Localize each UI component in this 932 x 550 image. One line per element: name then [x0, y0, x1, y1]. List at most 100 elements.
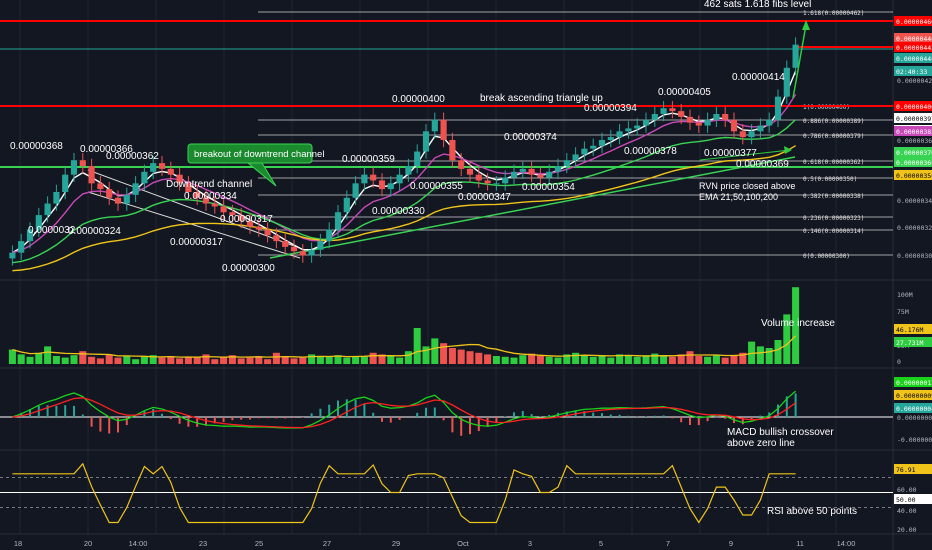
macd-histogram-bar: [222, 417, 225, 423]
candle-body: [53, 192, 60, 204]
volume-bar: [211, 359, 219, 364]
candle-body: [528, 168, 535, 175]
macd-histogram-bar: [794, 393, 797, 417]
candle-body: [79, 160, 86, 166]
volume-bar: [290, 358, 298, 364]
macd-histogram-bar: [161, 413, 163, 417]
candle-body: [167, 168, 174, 175]
volume-bar: [26, 356, 34, 364]
macd-indicator[interactable]: [0, 390, 893, 436]
price-tag-bg: [894, 42, 932, 52]
time-axis-label: 7: [666, 539, 670, 548]
volume-bar: [52, 356, 60, 364]
macd-tag-bg: [894, 377, 932, 387]
fib-label: 0(0.00000300): [803, 253, 850, 260]
price-tag: 0.00000385: [896, 128, 932, 136]
ema-100-line: [12, 119, 797, 264]
volume-bar: [580, 355, 588, 364]
rsi-tag-bg: [894, 464, 932, 474]
candle-body: [502, 177, 509, 184]
candle-body: [484, 180, 491, 184]
price-point-label: 0.00000366: [80, 144, 133, 155]
breakout-callout[interactable]: breakout of downtrend channel: [187, 143, 324, 187]
volume-bar: [774, 340, 782, 364]
macd-histogram-bar: [46, 405, 49, 417]
candle-body: [616, 131, 623, 138]
candle-body: [255, 226, 262, 230]
macd-histogram-bar: [64, 405, 67, 417]
price-tag-bg: [894, 170, 932, 180]
fib-label: 0.886(0.00000389): [803, 118, 864, 125]
candle-body: [792, 44, 799, 68]
candle-body: [308, 249, 315, 256]
downtrend-label: Downtrend channel: [166, 179, 252, 190]
candle-body: [334, 212, 342, 230]
red-resistance-levels[interactable]: [0, 20, 893, 168]
candle-body: [387, 183, 394, 190]
price-point-label: 0.00000377: [704, 148, 757, 159]
rsi-axis-tick: 20.00: [897, 526, 917, 534]
macd-histogram-bar: [354, 399, 357, 417]
candle-body: [660, 108, 667, 114]
volume-bar: [334, 355, 342, 364]
macd-histogram-bar: [81, 414, 84, 417]
macd-label-2: above zero line: [727, 438, 795, 449]
candle-body: [132, 183, 139, 195]
volume-bar: [563, 354, 571, 364]
candle-body: [422, 131, 430, 152]
candle-body: [70, 160, 78, 175]
macd-histogram-bar: [169, 417, 172, 420]
macd-histogram-bar: [205, 417, 207, 426]
volume-bar: [668, 356, 676, 364]
macd-histogram-bar: [592, 412, 595, 417]
volume-bar: [510, 357, 518, 364]
macd-histogram-bar: [768, 412, 771, 417]
trendlines[interactable]: [87, 156, 796, 259]
volume-bar: [308, 354, 316, 364]
price-candles[interactable]: [9, 37, 799, 266]
candle-body: [607, 137, 614, 140]
candle-body: [722, 114, 729, 120]
volume-bar: [228, 355, 236, 364]
volume-bar: [105, 354, 113, 364]
candle-body: [343, 197, 350, 213]
fibonacci-levels[interactable]: 1.618(0.00000462) 1(0.00000400) 0.886(0.00…: [258, 10, 893, 260]
fib-label: 1(0.00000400): [803, 104, 850, 111]
rsi-indicator[interactable]: [0, 462, 893, 524]
price-tag-bg: [894, 53, 932, 63]
macd-histogram-bar: [196, 417, 199, 427]
macd-histogram-bar: [55, 406, 58, 417]
volume-bar: [519, 355, 527, 364]
candle-body: [748, 131, 755, 138]
macd-histogram-bar: [671, 417, 674, 419]
price-tag: 0.00000440: [896, 55, 932, 63]
macd-histogram-bar: [618, 414, 621, 417]
volume-bars[interactable]: [8, 287, 800, 364]
candle-body: [678, 111, 685, 117]
volume-bar: [536, 356, 544, 364]
macd-histogram-bar: [697, 417, 700, 426]
volume-bar: [572, 352, 580, 364]
macd-histogram-bar: [425, 407, 427, 417]
candle-body: [642, 119, 650, 126]
volume-bar: [220, 356, 228, 364]
volume-bar: [589, 356, 597, 364]
volume-bar: [695, 356, 703, 364]
macd-histogram-bar: [513, 412, 515, 417]
volume-bar: [492, 356, 500, 364]
macd-histogram-bar: [777, 404, 779, 417]
volume-bar: [413, 328, 421, 364]
candle-body: [123, 194, 130, 204]
volume-bar: [501, 356, 509, 364]
candle-body: [581, 148, 588, 155]
time-axis[interactable]: 18 20 14:00 23 25 27 29 Oct 3 5 7 9 11 14:00: [14, 539, 856, 548]
candle-body: [378, 180, 386, 190]
candle-body: [62, 174, 69, 192]
candle-body: [229, 212, 236, 216]
candle-body: [44, 203, 51, 216]
candle-body: [361, 174, 368, 184]
candle-body: [202, 197, 210, 204]
